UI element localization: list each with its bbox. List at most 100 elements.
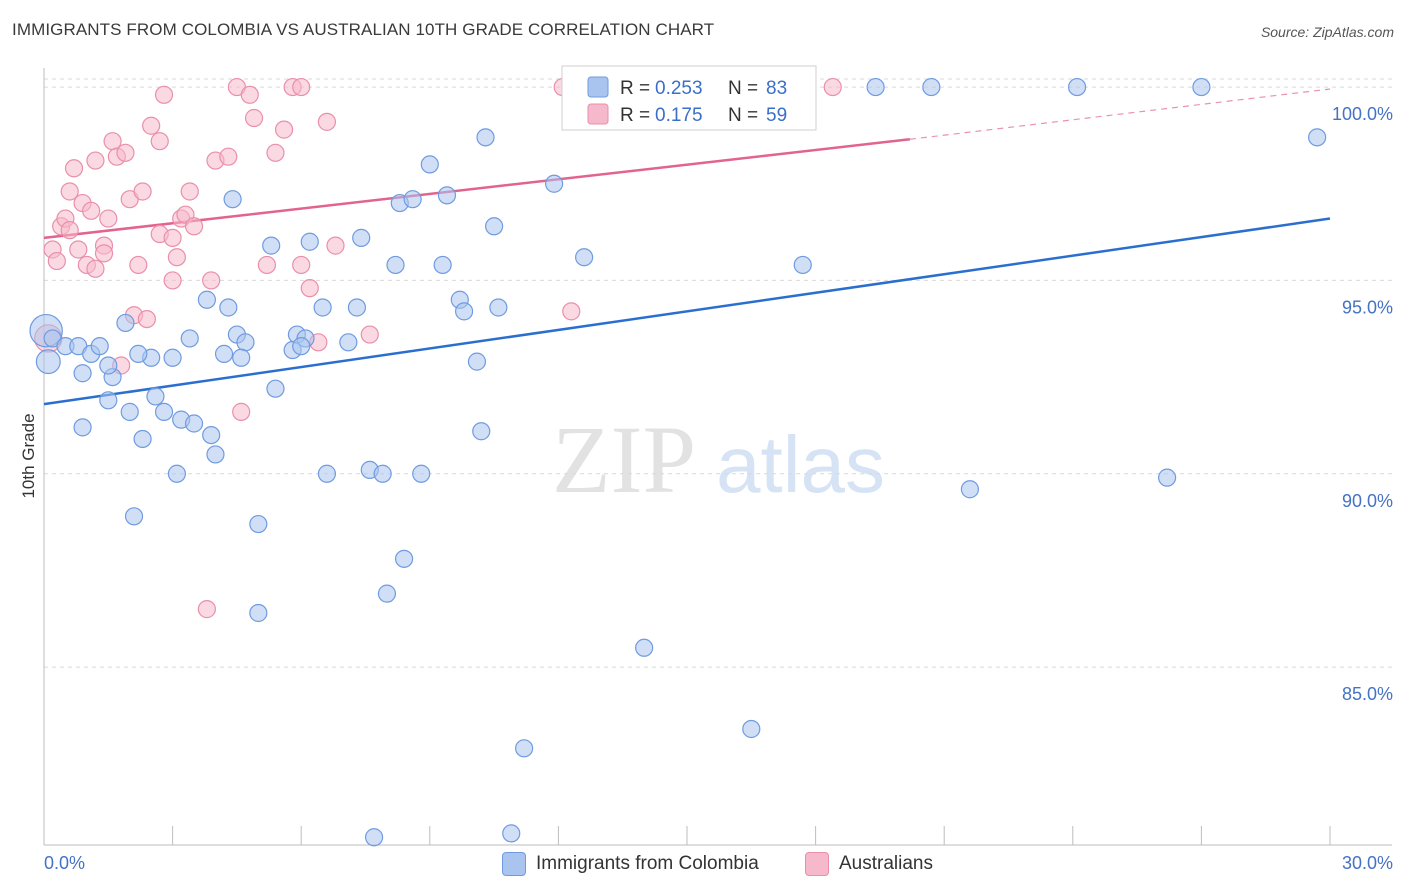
colombia-point xyxy=(866,77,885,97)
tick-labels: 85.0% 90.0% 95.0% 100.0% 0.0% 30.0% xyxy=(44,104,1393,873)
australians-point xyxy=(137,309,156,329)
colombia-point xyxy=(420,155,439,174)
legend-label-colombia: Immigrants from Colombia xyxy=(536,853,759,874)
x-tick-label: 0.0% xyxy=(44,853,85,873)
australians-point xyxy=(64,159,84,178)
y-tick-label: 100.0% xyxy=(1332,104,1393,124)
colombia-point xyxy=(635,638,654,657)
colombia-point xyxy=(167,464,186,483)
australians-point xyxy=(326,236,345,255)
colombia-point xyxy=(206,445,225,464)
colombia-point xyxy=(339,333,358,352)
colombia-point xyxy=(545,174,564,193)
legend-item-australians: Australians xyxy=(805,852,933,876)
australians-swatch xyxy=(805,852,829,876)
colombia-point xyxy=(386,255,405,275)
australians-point xyxy=(86,259,105,278)
australians-point xyxy=(274,120,294,139)
colombia-point xyxy=(232,348,251,367)
x-tick-label: 30.0% xyxy=(1342,853,1393,873)
colombia-point xyxy=(467,352,487,371)
australians-point xyxy=(154,85,174,104)
colombia-point xyxy=(180,329,199,348)
legend-n-value: 83 xyxy=(766,78,787,99)
colombia-point xyxy=(485,217,504,236)
colombia-point xyxy=(223,190,242,209)
colombia-point xyxy=(236,333,255,352)
australians-trend-extension xyxy=(909,88,1331,140)
y-tick-label: 85.0% xyxy=(1342,684,1393,704)
colombia-point xyxy=(489,298,508,317)
australians-point xyxy=(60,221,79,240)
australians-point xyxy=(292,77,311,97)
gridlines xyxy=(44,78,1392,668)
australians-point xyxy=(823,77,842,97)
australians-point xyxy=(86,151,105,170)
australians-point xyxy=(69,240,88,259)
australians-point xyxy=(300,279,319,298)
australians-point xyxy=(232,402,251,421)
australians-point xyxy=(47,251,66,271)
colombia-point xyxy=(437,186,457,205)
australians-point xyxy=(266,143,285,162)
australians-point xyxy=(360,325,379,344)
source-credit: Source: ZipAtlas.com xyxy=(1260,24,1394,40)
colombia-point xyxy=(515,739,534,758)
colombia-swatch xyxy=(502,852,526,876)
colombia-point xyxy=(313,298,332,317)
australians-point xyxy=(167,248,186,267)
colombia-point xyxy=(90,337,109,356)
legend-swatch-australians xyxy=(587,103,609,125)
colombia-point xyxy=(1192,77,1211,97)
australians-point xyxy=(99,209,118,228)
colombia-point xyxy=(403,190,422,209)
australians-point xyxy=(240,85,259,104)
watermark-zip: ZIP xyxy=(552,406,696,513)
colombia-point xyxy=(472,422,491,441)
australians-point xyxy=(94,244,114,263)
colombia-point xyxy=(1067,77,1087,97)
colombia-point xyxy=(1308,128,1327,147)
chart-title: IMMIGRANTS FROM COLOMBIA VS AUSTRALIAN 1… xyxy=(12,20,715,39)
colombia-point xyxy=(433,255,452,275)
colombia-point xyxy=(575,248,594,267)
legend-swatch-colombia xyxy=(587,76,609,98)
colombia-point xyxy=(476,128,495,147)
australians-point xyxy=(142,116,161,135)
australians-point xyxy=(133,182,152,201)
colombia-point xyxy=(129,344,148,363)
colombia-point xyxy=(133,429,152,449)
colombia-point xyxy=(364,828,384,847)
colombia-point xyxy=(202,425,221,445)
colombia-point xyxy=(73,418,92,437)
australians-point xyxy=(116,143,135,162)
colombia-point xyxy=(394,549,414,568)
y-axis-title: 10th Grade xyxy=(19,413,38,498)
legend-n-label: N = xyxy=(728,78,758,99)
colombia-point xyxy=(373,464,392,483)
australians-point xyxy=(219,147,238,166)
colombia-point xyxy=(219,298,238,317)
stats-legend: R = 0.253 N = 83 R = 0.175 N = 59 xyxy=(561,65,817,131)
colombia-point xyxy=(214,344,234,363)
colombia-point xyxy=(99,391,118,410)
y-tick-label: 90.0% xyxy=(1342,491,1393,511)
legend-r-label: R = xyxy=(620,78,650,99)
australians-point xyxy=(257,255,277,275)
australians-point xyxy=(184,217,204,236)
colombia-point xyxy=(249,514,268,534)
colombia-point xyxy=(960,480,980,499)
colombia-point xyxy=(146,387,165,406)
colombia-point xyxy=(120,402,139,421)
colombia-point xyxy=(377,584,397,603)
colombia-point xyxy=(1158,468,1177,487)
australians-point xyxy=(317,112,337,131)
watermark-atlas: atlas xyxy=(716,420,885,509)
colombia-point xyxy=(73,364,92,383)
australians-point xyxy=(180,182,199,201)
australians-point xyxy=(202,271,221,290)
colombia-point xyxy=(124,507,144,526)
colombia-point xyxy=(116,313,135,333)
colombia-point xyxy=(317,464,337,483)
